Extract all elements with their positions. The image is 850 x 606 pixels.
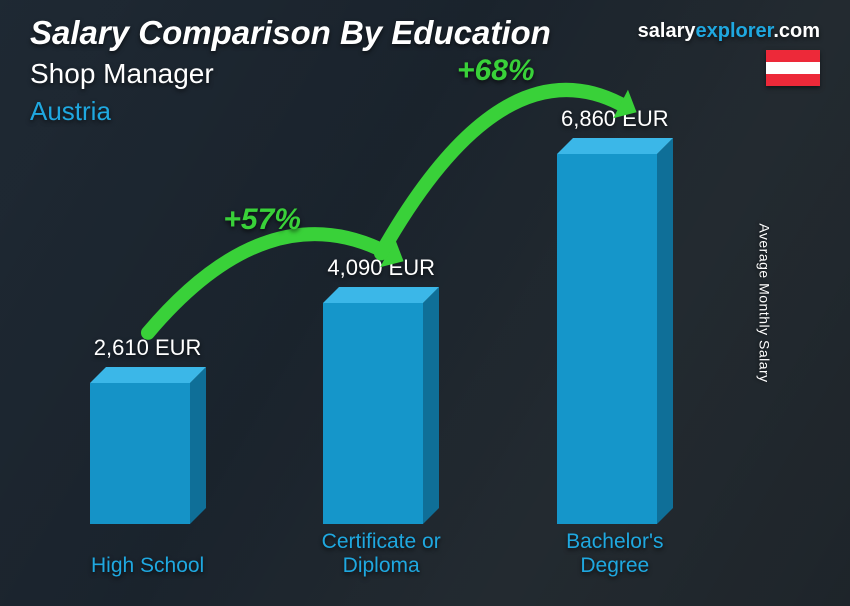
bar-label: Certificate or Diploma [281, 530, 481, 578]
bar: 4,090 EUR Certificate or Diploma [281, 154, 481, 580]
bar-top [557, 138, 673, 154]
chart-subtitle: Shop Manager [30, 58, 214, 90]
brand-logo: salaryexplorer.com [638, 20, 820, 43]
flag-austria [766, 50, 820, 86]
bar-front [90, 383, 190, 524]
bar-label: Bachelor's Degree [515, 530, 715, 578]
flag-stripe [766, 50, 820, 62]
bar: 6,860 EURBachelor's Degree [515, 154, 715, 580]
bar-top [90, 367, 206, 383]
brand-part-2: explorer [695, 20, 773, 42]
bar-chart: 2,610 EURHigh School4,090 EURCertificate… [60, 140, 790, 580]
bar-side [190, 367, 206, 524]
chart-canvas: Salary Comparison By Education Shop Mana… [0, 0, 850, 606]
brand-part-3: .com [773, 20, 820, 42]
bar-value: 4,090 EUR [281, 255, 481, 281]
chart-title: Salary Comparison By Education [30, 14, 551, 52]
bar-value: 2,610 EUR [48, 335, 248, 361]
bar-side [657, 138, 673, 524]
bar-side [423, 287, 439, 524]
bar-top [323, 287, 439, 303]
increase-percent: +68% [457, 54, 535, 88]
flag-stripe [766, 62, 820, 74]
brand-part-1: salary [638, 20, 696, 42]
bar: 2,610 EUR High School [48, 154, 248, 580]
bar-value: 6,860 EUR [515, 106, 715, 132]
flag-stripe [766, 74, 820, 86]
chart-country: Austria [30, 96, 111, 127]
bar-label: High School [48, 554, 248, 578]
bar-front [557, 154, 657, 524]
increase-percent: +57% [223, 203, 301, 237]
bar-front [323, 303, 423, 524]
